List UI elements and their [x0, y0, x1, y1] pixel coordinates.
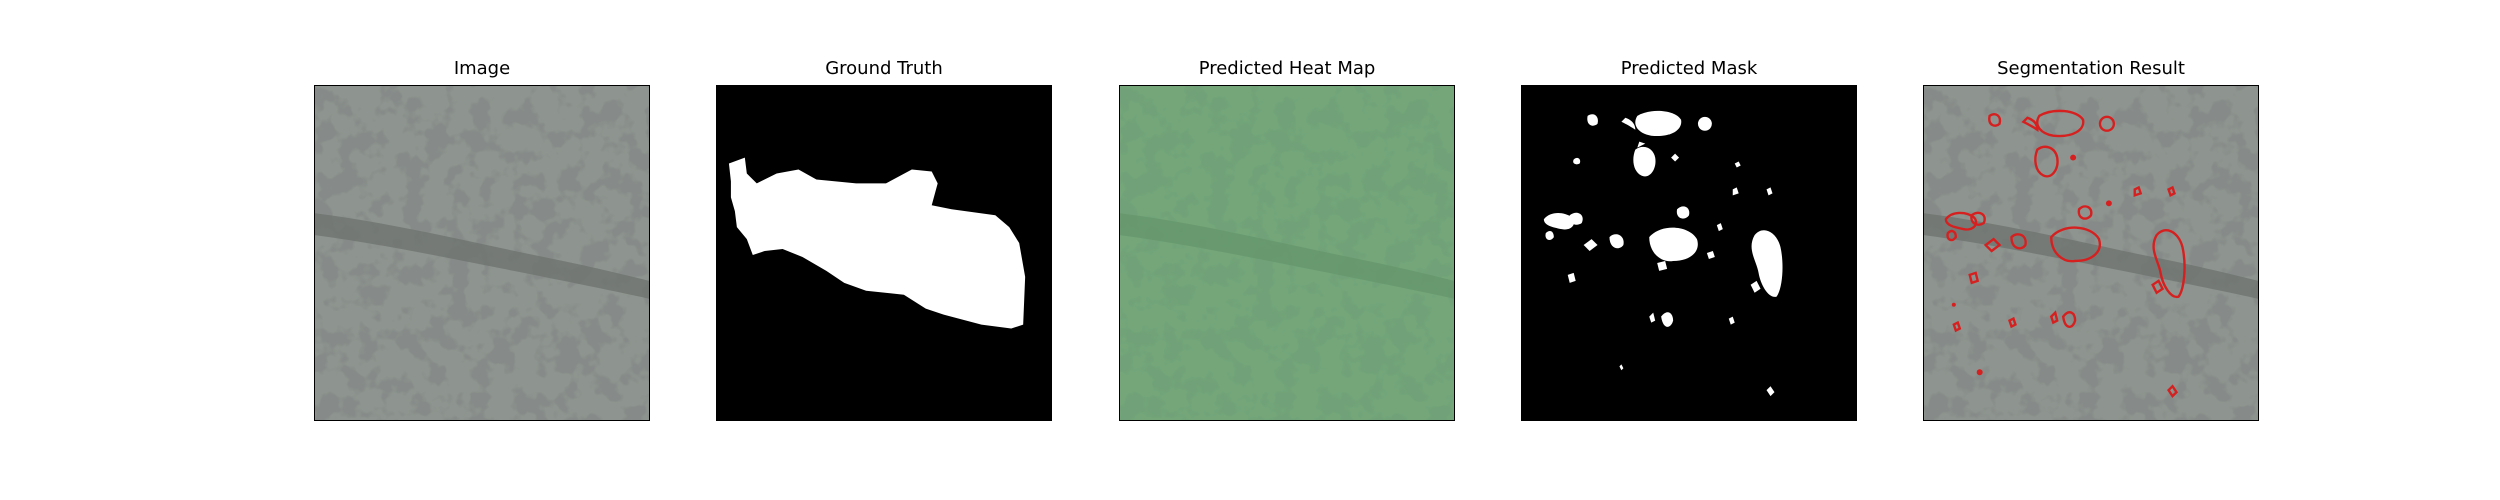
panel-image: Image [312, 0, 652, 500]
predicted-mask-icon [1522, 86, 1856, 420]
panel-heat-map: Predicted Heat Map [1117, 0, 1457, 500]
panel-title-segmentation: Segmentation Result [1997, 58, 2185, 79]
heat-map-icon [1120, 86, 1454, 420]
ground-truth-mask-icon [717, 86, 1051, 420]
panel-title-image: Image [453, 58, 511, 79]
contour-overlay-icon [1924, 86, 2258, 420]
image-frame [314, 85, 650, 421]
panel-title-heat-map: Predicted Heat Map [1198, 58, 1376, 79]
panel-ground-truth: Ground Truth [714, 0, 1054, 500]
aerial-photo-icon [315, 86, 649, 420]
panel-title-ground-truth: Ground Truth [825, 58, 943, 79]
panel-title-predicted-mask: Predicted Mask [1620, 58, 1758, 79]
ground-truth-frame [716, 85, 1052, 421]
segmentation-frame [1923, 85, 2259, 421]
heat-map-frame [1119, 85, 1455, 421]
predicted-mask-frame [1521, 85, 1857, 421]
panel-segmentation: Segmentation Result [1921, 0, 2261, 500]
panel-predicted-mask: Predicted Mask [1519, 0, 1859, 500]
